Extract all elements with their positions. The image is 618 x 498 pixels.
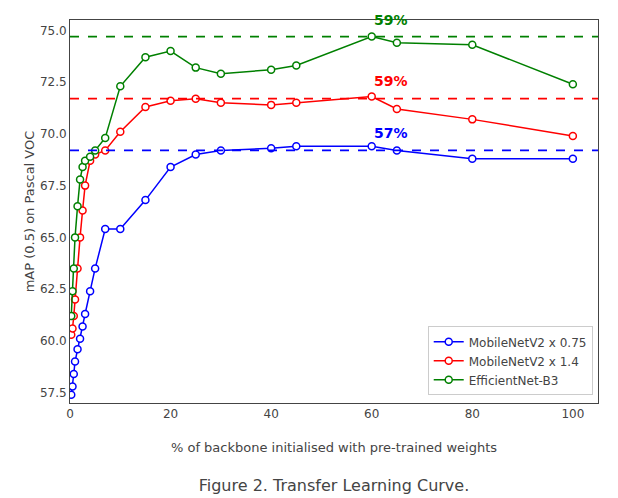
svg-text:0: 0 (66, 407, 74, 421)
svg-text:MobileNetV2 x 1.4: MobileNetV2 x 1.4 (469, 355, 579, 369)
svg-text:% of backbone initialised with: % of backbone initialised with pre-train… (171, 440, 497, 455)
svg-text:67.5: 67.5 (40, 179, 67, 193)
svg-text:mAP (0.5) on Pascal VOC: mAP (0.5) on Pascal VOC (22, 131, 37, 293)
svg-text:60.0: 60.0 (40, 334, 67, 348)
svg-text:20: 20 (163, 407, 178, 421)
svg-text:100: 100 (561, 407, 584, 421)
svg-text:EfficientNet-B3: EfficientNet-B3 (469, 374, 559, 388)
svg-text:75.0: 75.0 (40, 24, 67, 38)
svg-text:80: 80 (465, 407, 480, 421)
svg-text:57%: 57% (374, 125, 408, 141)
svg-text:59%: 59% (374, 12, 408, 28)
svg-text:65.0: 65.0 (40, 231, 67, 245)
svg-text:Figure 2. Transfer Learning Cu: Figure 2. Transfer Learning Curve. (199, 476, 470, 495)
svg-text:MobileNetV2 x 0.75: MobileNetV2 x 0.75 (469, 336, 587, 350)
svg-text:70.0: 70.0 (40, 127, 67, 141)
svg-text:72.5: 72.5 (40, 75, 67, 89)
svg-text:57.5: 57.5 (40, 386, 67, 400)
svg-text:62.5: 62.5 (40, 282, 67, 296)
svg-text:59%: 59% (374, 73, 408, 89)
svg-text:60: 60 (364, 407, 379, 421)
svg-text:40: 40 (263, 407, 278, 421)
